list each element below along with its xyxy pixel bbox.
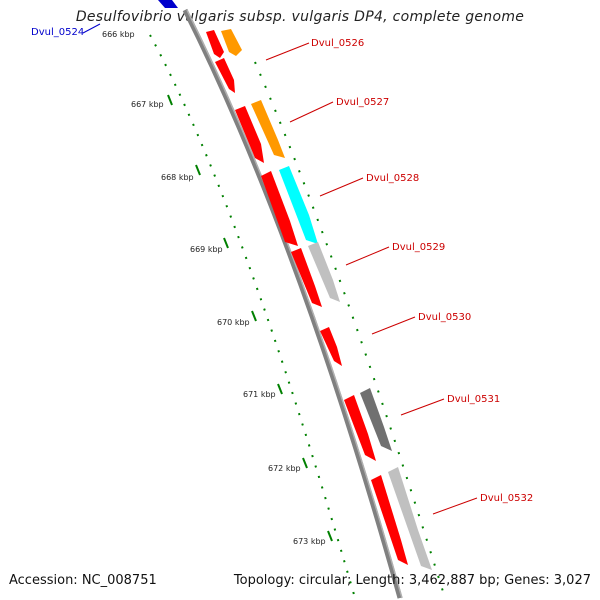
gene-orange-2[interactable]: [251, 100, 285, 158]
gene-red-4[interactable]: [261, 171, 298, 246]
gene-label-dvul-0528[interactable]: Dvul_0528: [366, 173, 419, 184]
tick-label: 667 kbp: [131, 100, 164, 109]
gene-label-dvul-0527[interactable]: Dvul_0527: [336, 97, 389, 108]
gene-orange-1[interactable]: [221, 29, 242, 56]
accession-text: Accession: NC_008751: [9, 573, 157, 588]
gene-label-dvul-0526[interactable]: Dvul_0526: [311, 38, 364, 49]
tick-label: 670 kbp: [217, 318, 250, 327]
gene-labels: Dvul_0524 Dvul_0526 Dvul_0527 Dvul_0528 …: [31, 27, 533, 504]
tick-label: 672 kbp: [268, 464, 301, 473]
gene-blue-1[interactable]: [158, 0, 178, 8]
gene-label-dvul-0532[interactable]: Dvul_0532: [480, 493, 533, 504]
gene-cyan-1[interactable]: [279, 166, 318, 244]
leader-lines: [82, 23, 478, 515]
genome-backbone: [182, 8, 403, 599]
tick-label: 666 kbp: [102, 30, 135, 39]
genes-outer-strand: [158, 0, 432, 570]
tick-label: 669 kbp: [190, 245, 223, 254]
gene-lightgray-1[interactable]: [308, 242, 340, 302]
inner-dotted-ring: [149, 34, 356, 599]
gene-red-5[interactable]: [291, 248, 322, 307]
tick-label: 668 kbp: [161, 173, 194, 182]
gene-label-dvul-0529[interactable]: Dvul_0529: [392, 242, 445, 253]
outer-dotted-ring: [254, 61, 446, 599]
tick-label: 673 kbp: [293, 537, 326, 546]
gene-lightgray-2[interactable]: [388, 467, 432, 570]
gene-red-2[interactable]: [215, 58, 235, 93]
kbp-ticks: 666 kbp 667 kbp 668 kbp 669 kbp 670 kbp …: [102, 30, 333, 546]
tick-label: 671 kbp: [243, 390, 276, 399]
gene-label-dvul-0530[interactable]: Dvul_0530: [418, 312, 471, 323]
gene-red-6[interactable]: [320, 327, 342, 366]
gene-red-1[interactable]: [206, 30, 224, 58]
gene-red-7[interactable]: [344, 395, 376, 461]
gene-darkgray-1[interactable]: [360, 388, 392, 451]
gene-red-8[interactable]: [371, 475, 408, 565]
genes-inner-strand: [206, 30, 408, 565]
gene-label-dvul-0524[interactable]: Dvul_0524: [31, 27, 84, 38]
gene-label-dvul-0531[interactable]: Dvul_0531: [447, 394, 500, 405]
topology-summary: Topology: circular; Length: 3,462,887 bp…: [233, 573, 591, 588]
gene-red-3[interactable]: [235, 106, 264, 163]
